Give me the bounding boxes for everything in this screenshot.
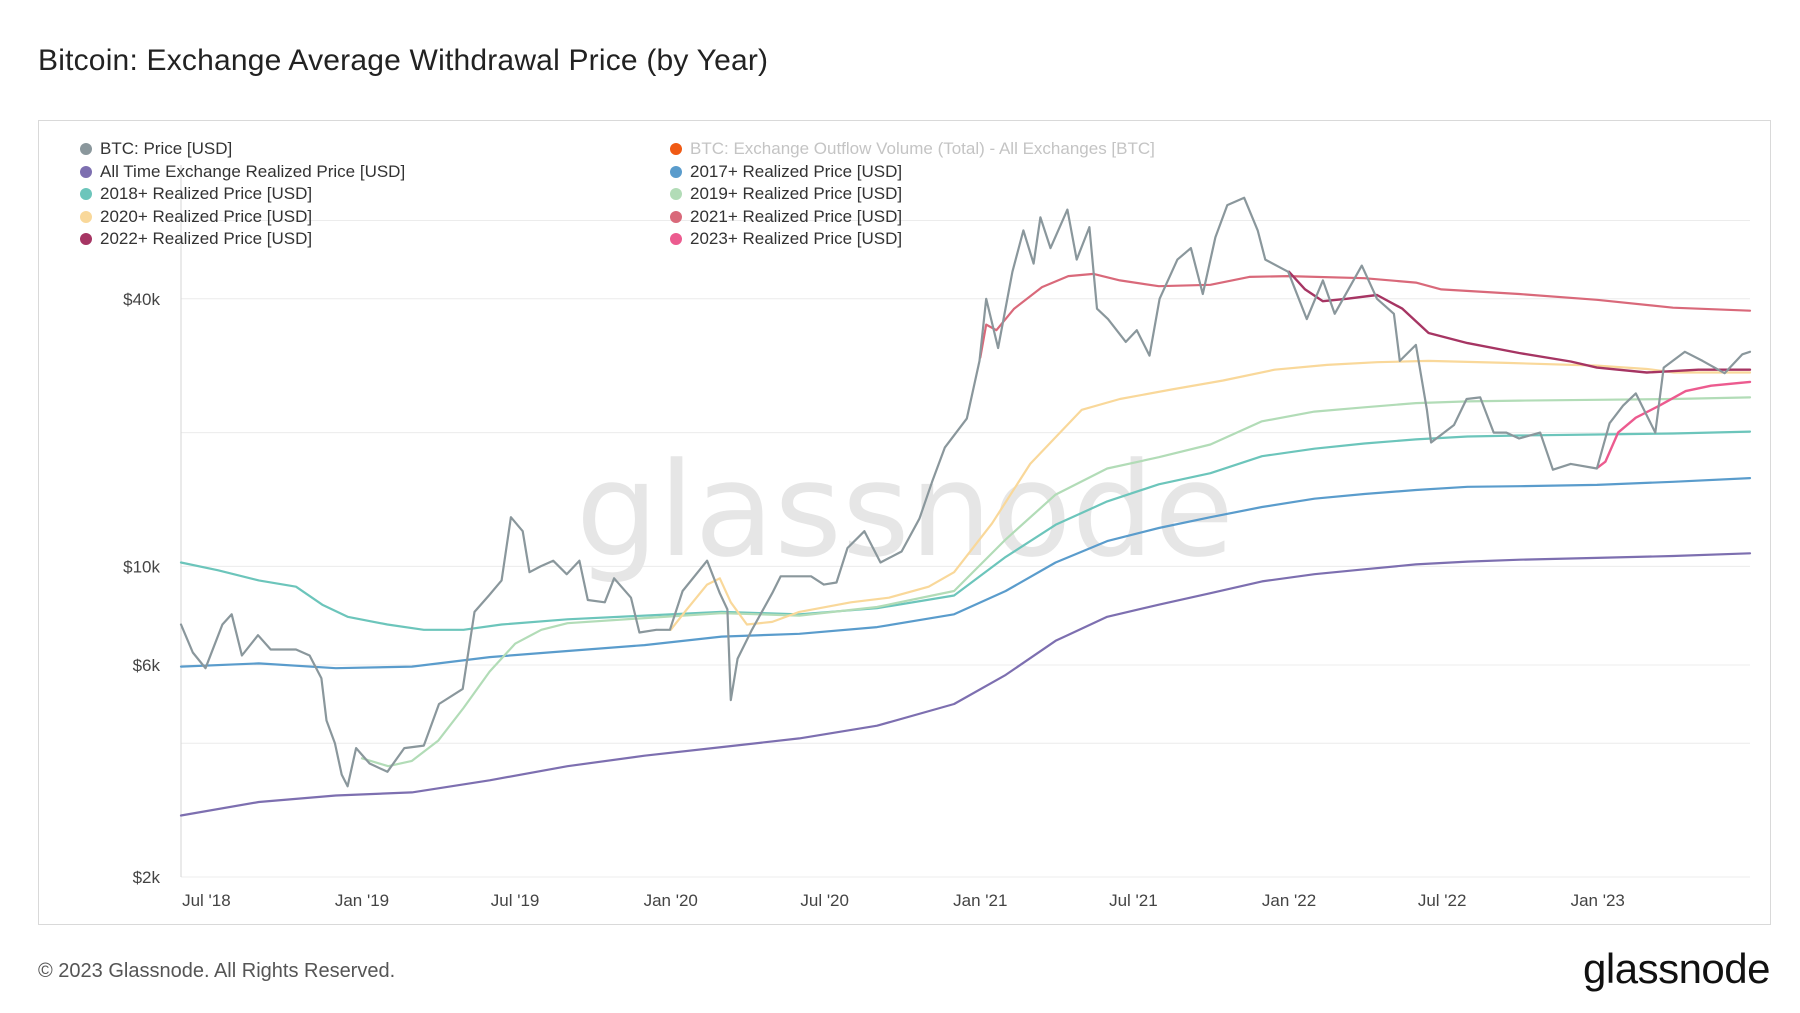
x-tick-label-7: Jan '22 [1262,891,1316,910]
chart-panel [38,120,1771,925]
legend-label: 2021+ Realized Price [USD] [690,206,903,226]
legend-dot-icon [670,233,682,246]
x-tick-label-4: Jul '20 [800,891,849,910]
legend-dot-icon [80,188,92,201]
y-axis: $2k $6k $10k $40k [123,290,160,887]
y-tick-label-2: $10k [123,557,160,576]
legend-label: 2018+ Realized Price [USD] [100,184,313,204]
legend-label: 2023+ Realized Price [USD] [690,229,903,249]
legend-dot-icon [670,210,682,223]
x-tick-label-9: Jan '23 [1571,891,1625,910]
series-line-5 [360,396,1752,768]
legend-label: All Time Exchange Realized Price [USD] [100,161,406,181]
legend-item-8[interactable]: 2022+ Realized Price [USD] [80,229,312,249]
legend-dot-icon [80,233,92,246]
grid [181,220,1750,878]
x-tick-label-3: Jan '20 [644,891,698,910]
legend-label: 2017+ Realized Price [USD] [690,161,903,181]
x-tick-label-0: Jul '18 [182,891,231,910]
brand-logo: glassnode [1583,945,1770,992]
legend-label: BTC: Exchange Outflow Volume (Total) - A… [690,139,1155,158]
series-line-8 [1287,270,1752,374]
series-line-4 [179,430,1752,631]
series-line-3 [179,477,1752,670]
legend-label: BTC: Price [USD] [100,139,233,158]
x-tick-label-1: Jan '19 [335,891,389,910]
copyright: © 2023 Glassnode. All Rights Reserved. [38,960,396,982]
legend-dot-icon [80,165,92,178]
series-line-0 [179,196,1752,788]
series-line-6 [669,359,1752,631]
y-tick-label-3: $40k [123,290,160,309]
page-title: Bitcoin: Exchange Average Withdrawal Pri… [38,44,769,77]
series-line-2 [179,552,1752,817]
legend-dot-icon [670,143,682,155]
legend-item-3[interactable]: 2017+ Realized Price [USD] [670,162,902,182]
legend-item-2[interactable]: All Time Exchange Realized Price [USD] [80,162,405,182]
series [179,196,1752,817]
legend-dot-icon [670,165,682,178]
x-tick-label-2: Jul '19 [491,891,540,910]
x-tick-label-6: Jul '21 [1109,891,1158,910]
x-axis: Jul '18 Jan '19 Jul '19 Jan '20 Jul '20 Jan '… [182,891,1625,910]
legend-item-1[interactable]: BTC: Exchange Outflow Volume (Total) - A… [670,139,1155,159]
x-tick-label-5: Jan '21 [953,891,1007,910]
legend-dot-icon [670,188,682,201]
legend-label: 2019+ Realized Price [USD] [690,184,903,204]
legend-item-5[interactable]: 2019+ Realized Price [USD] [670,184,902,204]
series-line-9 [1596,380,1752,469]
legend-label: 2020+ Realized Price [USD] [100,206,313,226]
legend-item-4[interactable]: 2018+ Realized Price [USD] [80,184,312,204]
watermark: glassnode [576,434,1234,586]
legend-dot-icon [80,210,92,223]
series-line-7 [979,272,1752,359]
legend-dot-icon [80,143,92,155]
y-tick-label-1: $6k [133,656,161,675]
legend-item-6[interactable]: 2020+ Realized Price [USD] [80,207,312,227]
legend-item-0[interactable]: BTC: Price [USD] [80,139,232,159]
legend-label: 2022+ Realized Price [USD] [100,229,313,249]
legend-item-9[interactable]: 2023+ Realized Price [USD] [670,229,902,249]
x-tick-label-8: Jul '22 [1418,891,1467,910]
y-tick-label-0: $2k [133,868,161,887]
legend-item-7[interactable]: 2021+ Realized Price [USD] [670,207,902,227]
